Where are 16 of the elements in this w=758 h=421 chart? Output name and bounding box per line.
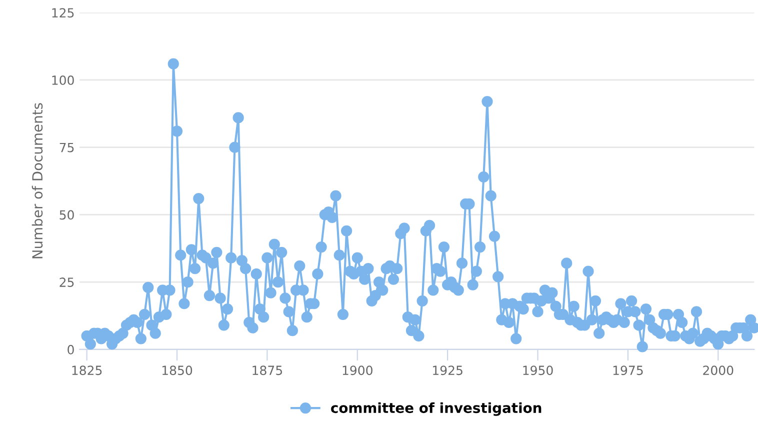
y-tick-label: 125 (52, 8, 74, 18)
y-axis-title: Number of Documents (32, 103, 43, 258)
y-tick-label: 0 (68, 344, 74, 354)
x-tick-label: 1975 (613, 366, 643, 376)
x-tick-label: 1825 (72, 366, 102, 376)
x-tick-label: 1950 (523, 366, 553, 376)
y-tick-label: 25 (60, 278, 74, 287)
y-tick-label: 75 (60, 142, 74, 152)
y-tick-label: 100 (52, 75, 74, 85)
x-tick-label: 1875 (252, 366, 282, 376)
x-tick-label: 1925 (433, 366, 462, 376)
x-tick-label: 2000 (703, 366, 734, 376)
legend-label: committee of investigation (331, 402, 542, 416)
y-tick-label: 50 (60, 210, 74, 220)
x-tick-label: 1900 (342, 366, 372, 376)
x-tick-label: 1850 (162, 366, 192, 376)
